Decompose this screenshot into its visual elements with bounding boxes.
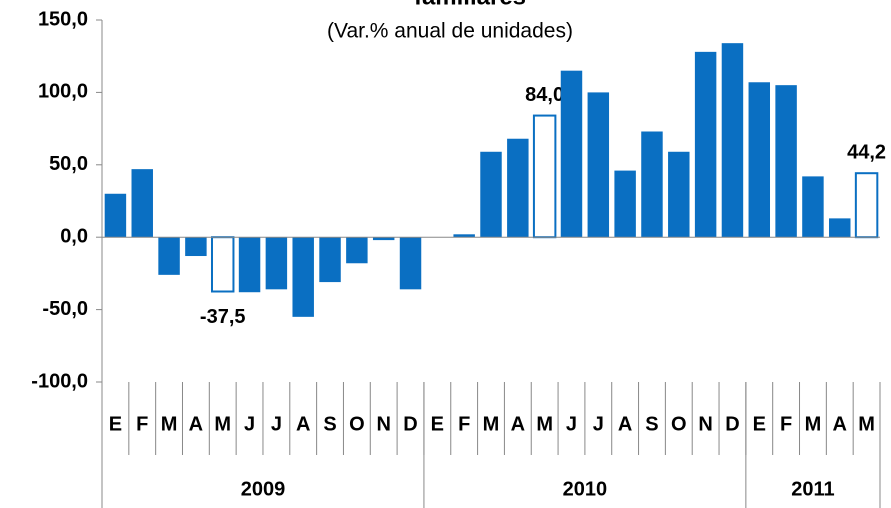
bar [480, 151, 502, 238]
x-tick-label: J [593, 413, 604, 435]
y-tick-label: -50,0 [42, 298, 88, 320]
x-tick-label: M [483, 413, 500, 435]
bar [292, 237, 314, 317]
bar [372, 237, 395, 241]
x-tick-label: A [833, 413, 847, 435]
x-tick-label: D [725, 413, 739, 435]
x-tick-label: F [780, 413, 792, 435]
bar [399, 237, 422, 290]
x-tick-label: E [431, 413, 444, 435]
data-label: 44,2 [847, 141, 886, 163]
x-tick-label: J [271, 413, 282, 435]
x-tick-label: M [805, 413, 822, 435]
bar [185, 237, 207, 257]
x-tick-label: J [244, 413, 255, 435]
bar [829, 218, 851, 238]
bar [319, 237, 341, 283]
x-tick-label: N [376, 413, 390, 435]
bar [560, 70, 583, 238]
bar [775, 85, 797, 238]
bar [694, 51, 717, 238]
y-tick-label: 0,0 [60, 225, 88, 247]
bar [614, 170, 636, 238]
data-label: 84,0 [525, 84, 564, 106]
x-tick-label: O [671, 413, 687, 435]
bar [158, 237, 180, 275]
year-label: 2009 [241, 478, 286, 500]
x-tick-label: O [349, 413, 365, 435]
x-tick-label: S [323, 413, 336, 435]
bar [802, 176, 824, 238]
bar [238, 237, 261, 293]
y-tick-label: 50,0 [49, 153, 88, 175]
bar [507, 138, 529, 238]
bar [587, 92, 610, 238]
x-tick-label: M [536, 413, 553, 435]
bar [104, 193, 127, 238]
x-tick-label: M [858, 413, 875, 435]
y-tick-label: 100,0 [38, 81, 88, 103]
x-tick-label: F [458, 413, 470, 435]
x-tick-label: A [296, 413, 310, 435]
bar [346, 237, 368, 264]
year-label: 2010 [563, 478, 608, 500]
bar [131, 169, 153, 238]
bar [721, 43, 744, 238]
chart-title: familiares [414, 0, 526, 10]
bar [748, 82, 771, 238]
x-tick-label: S [645, 413, 658, 435]
bar [265, 237, 288, 290]
bar [532, 114, 557, 239]
x-tick-label: E [753, 413, 766, 435]
data-label: -37,5 [200, 306, 246, 328]
x-tick-label: N [698, 413, 712, 435]
x-tick-label: D [403, 413, 417, 435]
x-tick-label: A [511, 413, 525, 435]
x-tick-label: A [618, 413, 632, 435]
x-tick-label: J [566, 413, 577, 435]
x-tick-label: E [109, 413, 122, 435]
bar [641, 131, 663, 238]
bar [854, 172, 879, 239]
bar [453, 234, 475, 238]
year-label: 2011 [791, 478, 834, 500]
x-tick-label: M [214, 413, 231, 435]
x-tick-label: M [161, 413, 178, 435]
bar [210, 236, 235, 293]
y-tick-label: 150,0 [38, 8, 88, 30]
y-tick-label: -100,0 [31, 370, 88, 392]
bar [668, 151, 690, 238]
chart-subtitle: (Var.% anual de unidades) [327, 20, 573, 43]
x-tick-label: F [136, 413, 148, 435]
x-tick-label: A [189, 413, 203, 435]
